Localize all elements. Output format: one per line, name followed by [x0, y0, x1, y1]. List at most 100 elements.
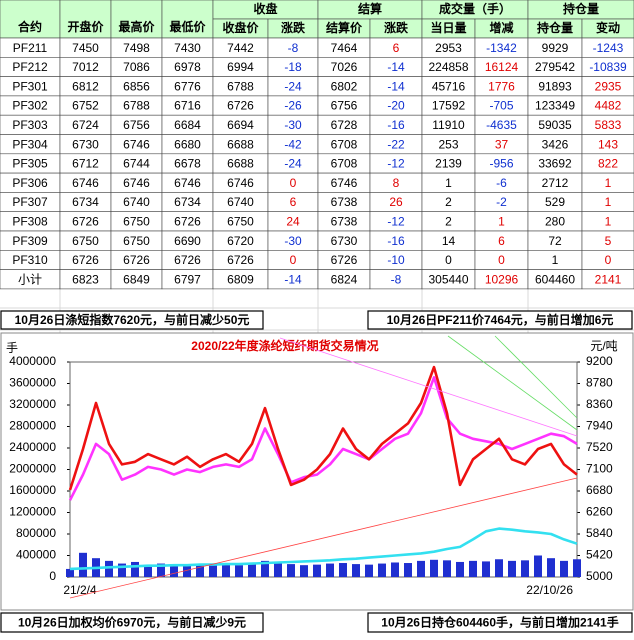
cell-text: PF301 — [12, 79, 48, 93]
cell-text: 1 — [445, 176, 452, 190]
cell-text: 6746 — [227, 176, 254, 190]
bar — [105, 560, 113, 577]
bar — [573, 559, 581, 577]
cell-text: 6726 — [174, 253, 201, 267]
cell-text: 45716 — [432, 79, 466, 93]
cell-text: PF302 — [12, 99, 48, 113]
cell-text: 6716 — [174, 99, 201, 113]
cell-text: PF309 — [12, 234, 48, 248]
cell-text: -2 — [496, 195, 507, 209]
cell-text: 59035 — [538, 118, 572, 132]
cell-text: 6812 — [72, 79, 99, 93]
cell-text: 0 — [290, 176, 297, 190]
x-tick-label: 22/10/26 — [526, 583, 573, 597]
y-tick-label: 4000000 — [9, 354, 56, 368]
cell-text: 6752 — [72, 99, 99, 113]
cell-text: -20 — [387, 99, 405, 113]
bar — [196, 565, 204, 577]
bar — [365, 564, 373, 577]
bar — [209, 564, 217, 577]
bar — [222, 563, 230, 577]
cell-text: 6776 — [174, 79, 201, 93]
cell-text: 7012 — [72, 60, 99, 74]
header-label: 最高价 — [118, 19, 155, 34]
bar — [326, 563, 334, 577]
cell-text: -22 — [387, 137, 405, 151]
cell-text: 6756 — [123, 118, 150, 132]
cell-text: -16 — [387, 234, 405, 248]
cell-text: PF306 — [12, 176, 48, 190]
cell-text: 6809 — [227, 272, 254, 286]
cell-text: 6 — [498, 234, 505, 248]
cell-text: 305440 — [428, 272, 468, 286]
cell-text: 6746 — [174, 176, 201, 190]
cell-text: -14 — [284, 272, 302, 286]
cell-text: 6746 — [123, 137, 150, 151]
cell-text: 5 — [605, 234, 612, 248]
cell-text: 6738 — [331, 215, 358, 229]
series-line — [69, 527, 578, 571]
cell-text: -14 — [387, 79, 405, 93]
trend-line — [494, 335, 578, 419]
y-tick-label: 3600000 — [9, 376, 56, 390]
cell-text: 4482 — [595, 99, 622, 113]
cell-text: 9929 — [542, 41, 569, 55]
cell-text: 2 — [445, 215, 452, 229]
cell-text: 6823 — [72, 272, 99, 286]
cell-text: -26 — [284, 99, 302, 113]
cell-text: 6824 — [331, 272, 358, 286]
cell-text: 6690 — [174, 234, 201, 248]
bar — [495, 559, 503, 577]
y2-tick-label: 7520 — [586, 440, 613, 454]
y2-tick-label: 8780 — [586, 376, 613, 390]
cell-text: 6750 — [72, 234, 99, 248]
cell-text: -6 — [496, 176, 507, 190]
cell-text: 6730 — [72, 137, 99, 151]
cell-text: 14 — [442, 234, 456, 248]
cell-text: 1 — [605, 176, 612, 190]
bar — [456, 561, 464, 577]
cell-text: 0 — [445, 253, 452, 267]
y2-tick-label: 9200 — [586, 354, 613, 368]
y-tick-label: 400000 — [16, 548, 56, 562]
y-tick-label: 2400000 — [9, 440, 56, 454]
bar — [469, 560, 477, 577]
cell-text: 6788 — [123, 99, 150, 113]
cell-text: 6730 — [331, 234, 358, 248]
cell-text: -1342 — [486, 41, 517, 55]
cell-text: -18 — [284, 60, 302, 74]
cell-text: -705 — [489, 99, 513, 113]
header-label: 涨跌 — [281, 20, 306, 35]
y-tick-label: 1600000 — [9, 483, 56, 497]
cell-text: 604460 — [535, 272, 575, 286]
cell-text: 6756 — [331, 99, 358, 113]
cell-text: 17592 — [432, 99, 466, 113]
cell-text: -8 — [391, 272, 402, 286]
y2-tick-label: 6260 — [586, 505, 613, 519]
cell-text: 6740 — [123, 195, 150, 209]
cell-text: 6797 — [174, 272, 201, 286]
y2-tick-label: 5420 — [586, 548, 613, 562]
cell-text: 6750 — [123, 234, 150, 248]
cell-text: -30 — [284, 118, 302, 132]
bar — [66, 568, 74, 577]
y2-tick-label: 6680 — [586, 483, 613, 497]
header-label: 收盘价 — [222, 20, 259, 35]
cell-text: 2 — [445, 195, 452, 209]
bar — [352, 564, 360, 577]
trend-line — [69, 477, 578, 599]
cell-text: 6726 — [123, 253, 150, 267]
bar — [417, 560, 425, 577]
cell-text: 5833 — [595, 118, 622, 132]
bar — [274, 561, 282, 577]
cell-text: 91893 — [538, 79, 572, 93]
cell-text: 6 — [290, 195, 297, 209]
note-box — [367, 612, 633, 633]
bar — [235, 565, 243, 577]
cell-text: 279542 — [535, 60, 575, 74]
trend-line — [279, 337, 578, 437]
bar — [508, 560, 516, 577]
cell-text: 小计 — [18, 272, 42, 286]
group-header-label: 收盘 — [253, 1, 277, 16]
